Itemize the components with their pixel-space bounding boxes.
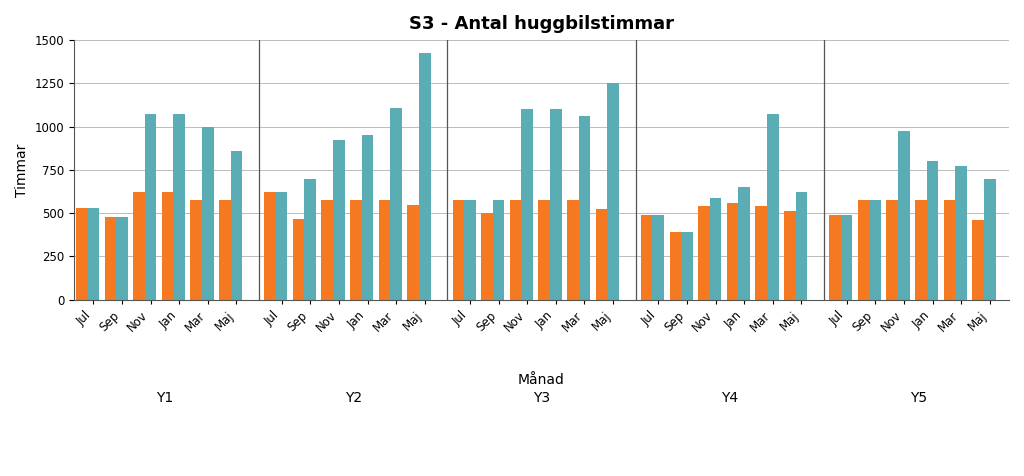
Bar (190, 200, 202, 300)
Bar (887, 200, 898, 300)
Bar (162, 191, 173, 300)
Bar (453, 200, 464, 300)
Bar (681, 232, 692, 300)
Bar (550, 109, 561, 300)
Text: Y4: Y4 (721, 390, 738, 405)
Bar (944, 200, 955, 300)
Bar (869, 200, 881, 300)
Bar (915, 200, 927, 300)
Text: Y3: Y3 (532, 390, 550, 405)
Bar (670, 232, 681, 300)
X-axis label: Månad: Månad (518, 373, 565, 387)
Bar (829, 215, 841, 300)
Bar (858, 200, 869, 300)
Title: S3 - Antal huggbilstimmar: S3 - Antal huggbilstimmar (409, 15, 674, 33)
Bar (927, 161, 938, 300)
Bar (510, 200, 521, 300)
Bar (87, 208, 99, 300)
Bar (304, 178, 316, 300)
Bar (796, 191, 807, 300)
Bar (275, 191, 288, 300)
Bar (293, 219, 304, 300)
Bar (493, 200, 505, 300)
Bar (333, 140, 345, 300)
Bar (955, 166, 967, 300)
Bar (219, 200, 230, 300)
Bar (104, 218, 116, 300)
Text: Y2: Y2 (345, 390, 361, 405)
Bar (322, 200, 333, 300)
Bar (767, 114, 778, 300)
Bar (539, 200, 550, 300)
Bar (841, 215, 852, 300)
Bar (408, 205, 419, 300)
Bar (607, 83, 618, 300)
Bar (361, 135, 374, 300)
Bar (173, 114, 185, 300)
Bar (264, 191, 275, 300)
Bar (133, 191, 144, 300)
Bar (727, 203, 738, 300)
Bar (710, 198, 721, 300)
Bar (116, 218, 128, 300)
Bar (481, 213, 493, 300)
Bar (652, 215, 664, 300)
Bar (698, 206, 710, 300)
Bar (350, 200, 361, 300)
Bar (898, 131, 909, 300)
Bar (230, 151, 243, 300)
Bar (973, 220, 984, 300)
Bar (579, 116, 590, 300)
Bar (464, 200, 476, 300)
Bar (521, 109, 532, 300)
Bar (596, 209, 607, 300)
Text: Y5: Y5 (909, 390, 927, 405)
Bar (390, 108, 402, 300)
Text: Y1: Y1 (157, 390, 173, 405)
Bar (379, 200, 390, 300)
Bar (738, 187, 750, 300)
Bar (756, 206, 767, 300)
Bar (419, 53, 430, 300)
Bar (784, 211, 796, 300)
Bar (76, 208, 87, 300)
Bar (144, 114, 157, 300)
Bar (567, 200, 579, 300)
Bar (641, 215, 652, 300)
Bar (984, 178, 995, 300)
Y-axis label: Timmar: Timmar (15, 143, 29, 197)
Bar (202, 127, 214, 300)
